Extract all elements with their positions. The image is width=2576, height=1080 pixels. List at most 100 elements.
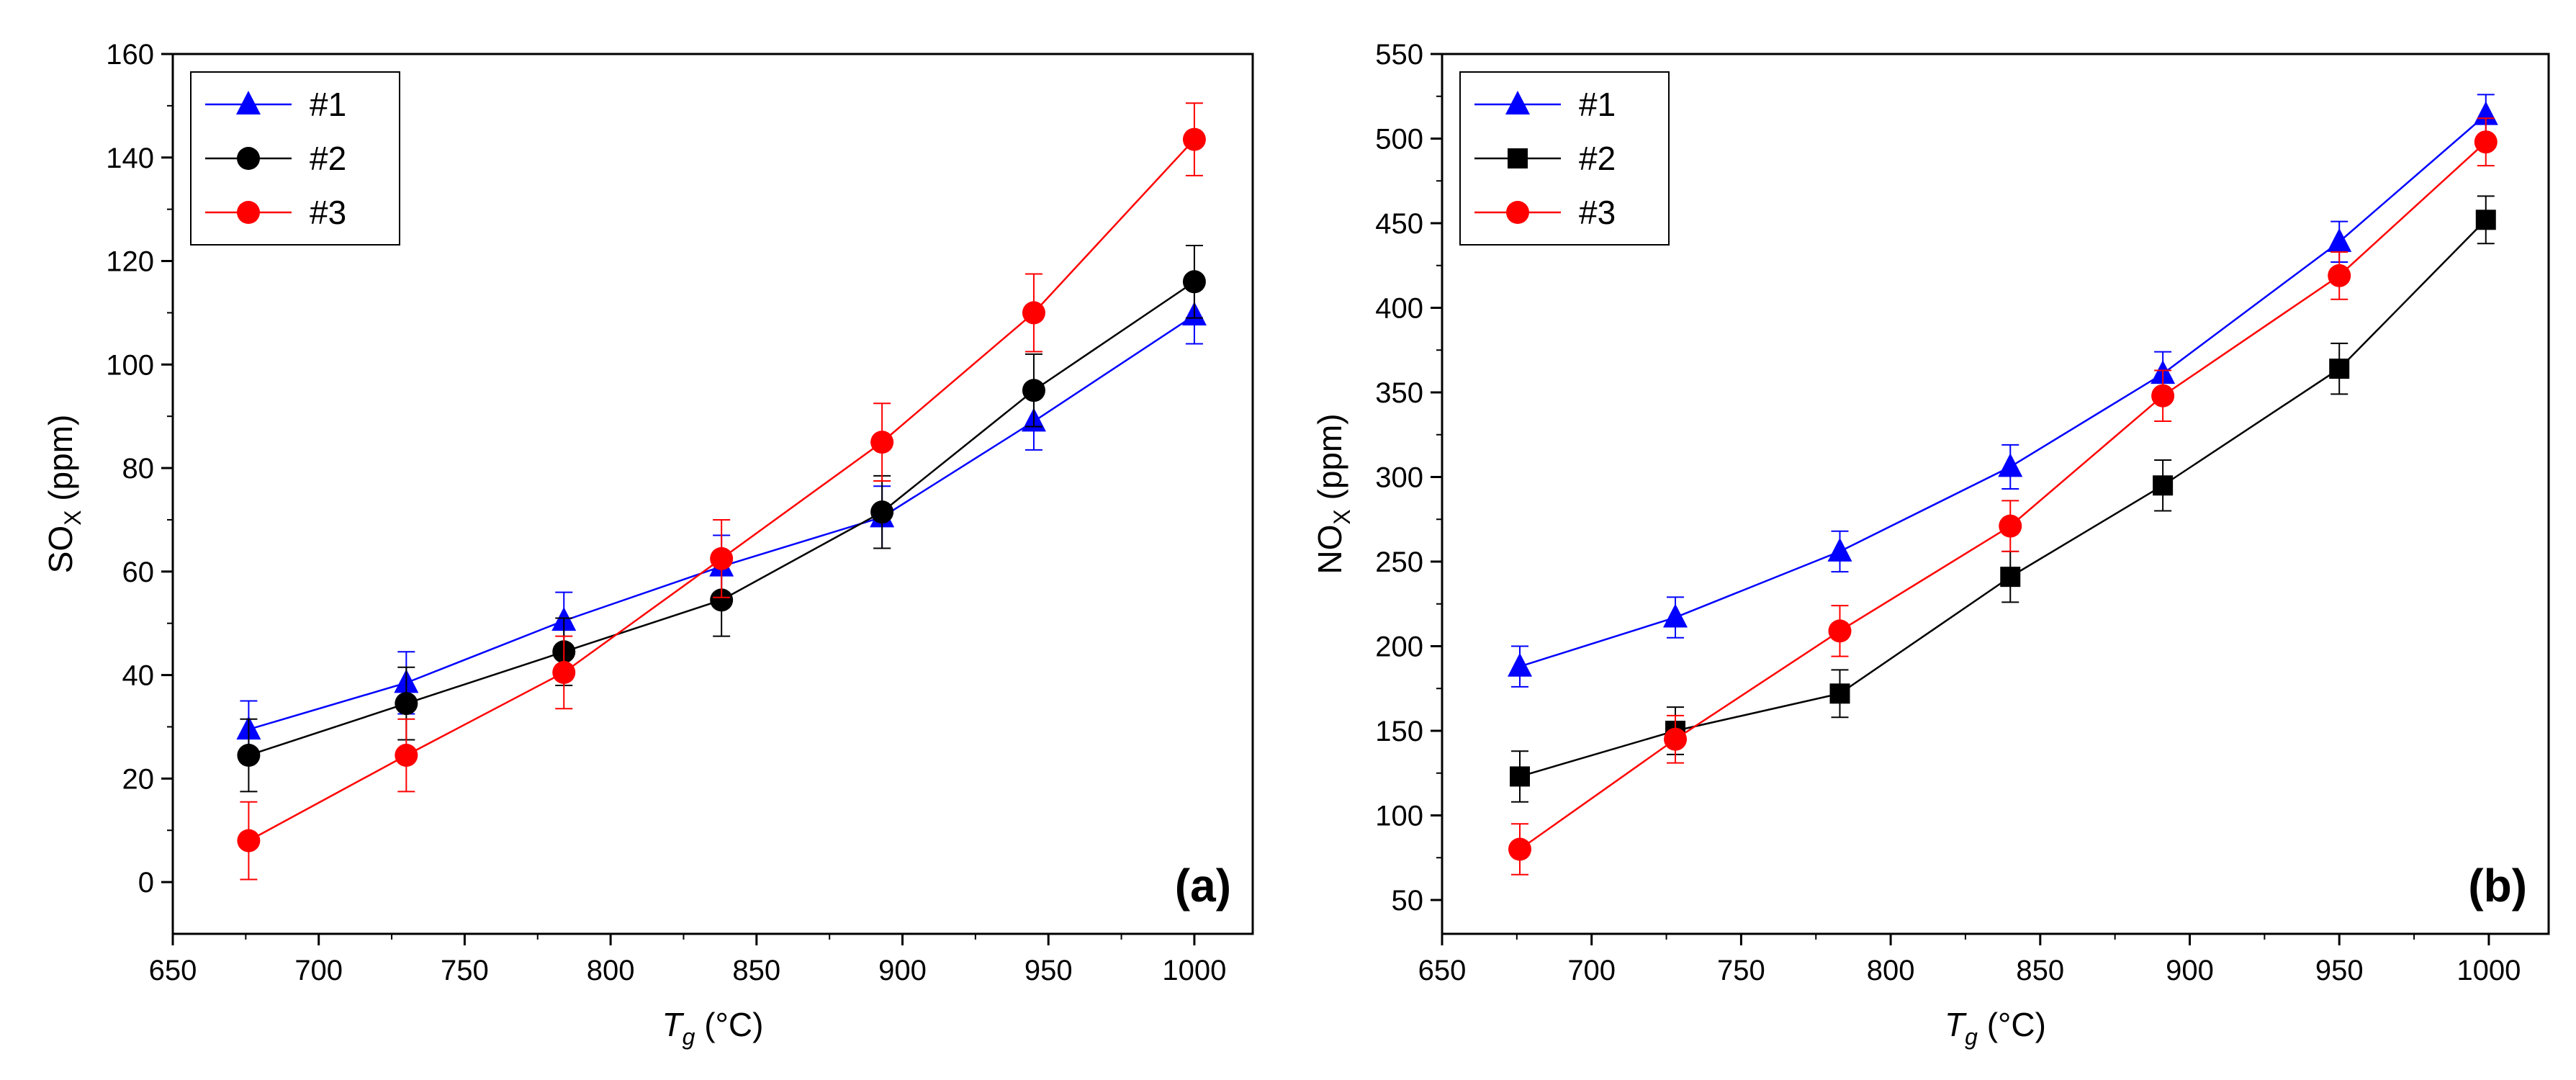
data-point: [1998, 453, 2023, 477]
y-tick-label: 40: [122, 660, 155, 692]
y-tick-label: 200: [1375, 631, 1423, 663]
legend-label: #3: [1579, 194, 1616, 231]
x-axis-title: Tg (°C): [1945, 1006, 2046, 1050]
data-point: [1664, 727, 1688, 751]
x-axis-symbol: T: [662, 1006, 685, 1043]
legend-marker: [237, 201, 260, 224]
x-tick-label: 650: [149, 955, 197, 986]
plot-frame: [1441, 53, 2550, 935]
legend-label: #2: [1579, 140, 1616, 177]
data-point: [870, 500, 894, 524]
data-point: [1022, 301, 1045, 325]
x-tick-label: 700: [294, 955, 343, 986]
x-axis-unit: (°C): [1978, 1006, 2046, 1043]
x-axis-subscript: g: [683, 1024, 695, 1050]
y-axis-unit: (ppm): [42, 415, 79, 510]
x-tick-label: 800: [1867, 955, 1915, 986]
y-tick-label: 160: [106, 39, 154, 71]
legend-marker: [236, 91, 261, 114]
series-n1: [1508, 94, 2498, 688]
panel-label: (b): [2468, 860, 2527, 912]
y-axis-subscript: X: [60, 510, 86, 526]
y-axis-title: NOX (ppm): [1311, 413, 1355, 574]
y-tick-label: 80: [122, 453, 155, 485]
y-tick-label: 250: [1375, 546, 1423, 578]
data-point: [2329, 359, 2350, 379]
x-tick-label: 950: [1024, 955, 1073, 986]
y-axis-title: SOX (ppm): [42, 415, 86, 574]
panel-a: 650 700 750 800 850 900 950 1000 0 20 40 60 80 100 120…: [42, 39, 1254, 1050]
x-tick-label: 900: [2166, 955, 2214, 986]
series-n3: [1508, 117, 2498, 876]
x-tick-label: 700: [1567, 955, 1616, 986]
data-point: [870, 431, 894, 454]
y-tick-label: 100: [1375, 801, 1423, 832]
y-tick-label: 450: [1375, 208, 1423, 240]
data-point: [2327, 228, 2352, 252]
x-tick-label: 1000: [2456, 955, 2521, 986]
x-tick-label: 900: [878, 955, 927, 986]
data-point: [2151, 384, 2175, 408]
data-point: [1022, 379, 1045, 402]
data-point: [552, 660, 576, 684]
data-point: [1999, 514, 2022, 538]
y-tick-label: 500: [1375, 124, 1423, 156]
legend-label: #3: [310, 194, 346, 231]
data-point: [2473, 101, 2498, 125]
data-point: [710, 588, 734, 612]
series-n2: [237, 244, 1206, 793]
y-tick-label: 300: [1375, 462, 1423, 494]
legend-marker: [1508, 148, 1528, 168]
data-point: [395, 744, 418, 768]
x-axis-title: Tg (°C): [662, 1006, 764, 1050]
x-tick-label: 800: [587, 955, 635, 986]
y-axis-subscript: X: [1329, 509, 1355, 524]
data-point: [2000, 567, 2021, 588]
data-point: [395, 692, 418, 716]
x-axis-unit: (°C): [695, 1006, 763, 1043]
series-line: [248, 281, 1195, 757]
x-tick-label: 950: [2315, 955, 2364, 986]
data-point: [710, 546, 734, 570]
y-tick-label: 20: [122, 763, 155, 795]
data-point: [1182, 127, 1206, 151]
series-n2: [1510, 195, 2496, 803]
y-axis-main: NO: [1311, 525, 1348, 575]
y-tick-label: 140: [106, 143, 154, 174]
y-axis-unit: (ppm): [1311, 413, 1348, 509]
data-point: [1510, 766, 1531, 787]
y-tick-label: 350: [1375, 377, 1423, 409]
legend-marker: [1505, 91, 1530, 114]
data-point: [1663, 603, 1688, 628]
data-point: [1829, 683, 1850, 704]
x-tick-label: 650: [1418, 955, 1467, 986]
panel-b: 650 700 750 800 850 900 950 1000 50 100 150 200 250 3…: [1311, 39, 2550, 1050]
x-axis-subscript: g: [1965, 1024, 1978, 1050]
data-point: [2475, 210, 2496, 230]
y-tick-label: 50: [1392, 885, 1424, 917]
data-point: [1508, 837, 1532, 861]
legend-marker: [237, 147, 260, 170]
data-point: [2328, 264, 2351, 287]
legend: #1 #2 #3: [1459, 71, 1670, 246]
data-point: [1827, 537, 1852, 562]
legend-label: #1: [310, 86, 346, 123]
y-tick-label: 100: [106, 349, 154, 381]
x-tick-label: 750: [441, 955, 489, 986]
series-line: [1519, 219, 2487, 778]
legend-marker: [1506, 201, 1529, 224]
data-point: [237, 829, 261, 852]
data-point: [2474, 130, 2498, 154]
x-tick-label: 1000: [1162, 955, 1226, 986]
y-tick-label: 60: [122, 557, 155, 588]
y-tick-label: 400: [1375, 293, 1423, 325]
y-tick-label: 150: [1375, 716, 1423, 747]
data-point: [237, 744, 261, 768]
y-tick-label: 120: [106, 246, 154, 278]
data-point: [1828, 619, 1852, 643]
y-tick-label: 0: [138, 867, 154, 899]
series-n3: [237, 102, 1206, 881]
data-point: [1508, 652, 1533, 677]
legend-label: #2: [310, 140, 346, 177]
